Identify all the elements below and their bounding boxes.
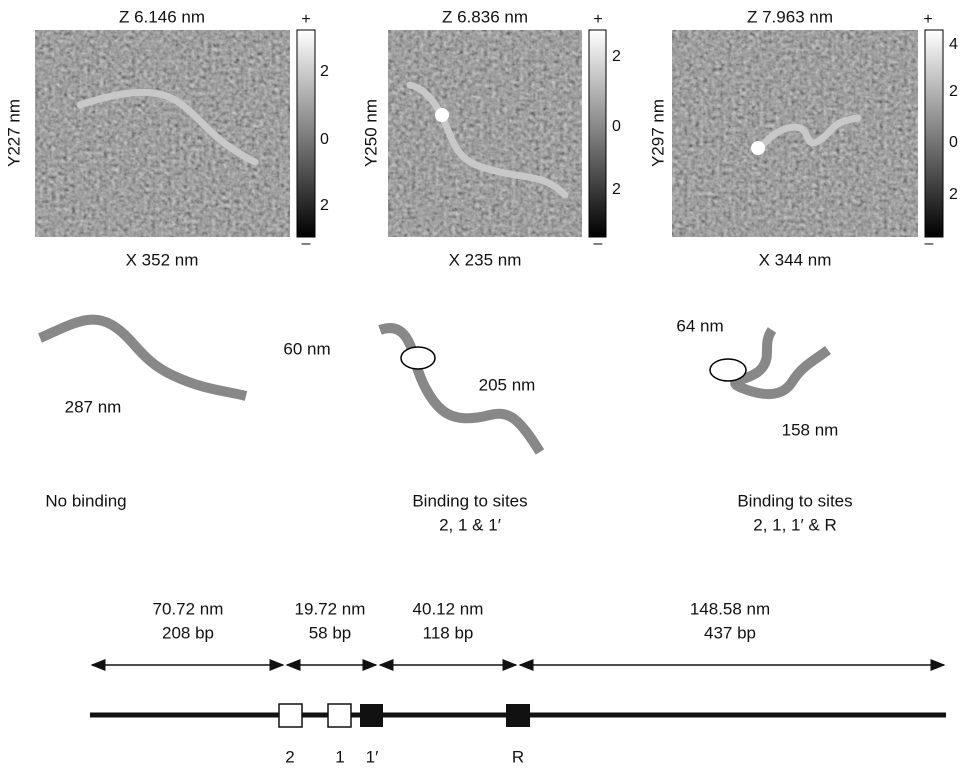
y-label: Y250 nm <box>361 99 380 167</box>
caption: Binding to sites <box>737 491 852 510</box>
site-label: R <box>512 747 524 766</box>
protein <box>435 108 449 122</box>
site-label: 1 <box>335 747 344 766</box>
length-label: 64 nm <box>676 316 723 335</box>
y-label: Y227 nm <box>4 99 23 167</box>
segment-bp: 58 bp <box>309 623 352 642</box>
segment-length: 19.72 nm <box>295 599 366 618</box>
colorbar-tick: 2 <box>320 63 329 80</box>
protein-marker <box>401 347 435 369</box>
segment-length: 70.72 nm <box>153 599 224 618</box>
colorbar <box>925 30 943 237</box>
afm-image <box>672 30 918 237</box>
protein <box>751 141 765 155</box>
colorbar-bottom: – <box>302 235 311 252</box>
colorbar <box>589 30 606 237</box>
caption: 2, 1, 1′ & R <box>753 515 837 534</box>
site-box <box>360 704 383 727</box>
afm-panel: Z 7.963 nm Y297 nm X 344 nm + 4 2 0 2 – <box>648 7 958 269</box>
site-label: 2 <box>285 747 294 766</box>
caption: No binding <box>45 491 126 510</box>
colorbar-top: + <box>301 11 310 28</box>
z-label: Z 6.146 nm <box>119 7 205 26</box>
colorbar-tick: 0 <box>949 134 958 151</box>
protein-marker <box>710 359 746 381</box>
length-label: 158 nm <box>782 420 839 439</box>
colorbar-tick: 0 <box>612 118 621 135</box>
colorbar-tick: 2 <box>612 48 621 65</box>
segment-length: 148.58 nm <box>690 599 770 618</box>
colorbar-bottom: – <box>594 235 603 252</box>
figure: Z 6.146 nm Y227 nm X 352 nm + 2 0 2 – Z … <box>0 0 961 768</box>
afm-panel: Z 6.836 nm Y250 nm X 235 nm + 2 0 2 – <box>361 7 621 269</box>
colorbar-tick: 2 <box>612 181 621 198</box>
afm-image <box>388 30 582 237</box>
trace <box>40 320 246 396</box>
y-label: Y297 nm <box>648 99 667 167</box>
colorbar-tick: 4 <box>949 36 958 53</box>
caption: 2, 1 & 1′ <box>439 515 501 534</box>
x-label: X 352 nm <box>126 250 199 269</box>
traces <box>40 320 828 452</box>
segment-length: 40.12 nm <box>413 599 484 618</box>
site-box <box>506 704 530 727</box>
colorbar-top: + <box>593 11 602 28</box>
colorbar-tick: 2 <box>320 197 329 214</box>
site-box <box>328 704 351 727</box>
colorbar-tick: 2 <box>949 83 958 100</box>
z-label: Z 7.963 nm <box>747 7 833 26</box>
colorbar-bottom: – <box>925 235 934 252</box>
x-label: X 235 nm <box>449 250 522 269</box>
segment-bp: 118 bp <box>423 623 474 642</box>
site-label: 1′ <box>366 747 379 766</box>
afm-image <box>35 30 290 237</box>
afm-panel: Z 6.146 nm Y227 nm X 352 nm + 2 0 2 – <box>4 7 329 269</box>
x-label: X 344 nm <box>759 250 832 269</box>
colorbar-top: + <box>923 11 932 28</box>
length-label: 287 nm <box>65 397 122 416</box>
colorbar-tick: 2 <box>949 186 958 203</box>
site-box <box>279 704 302 727</box>
segment-bp: 437 bp <box>704 623 756 642</box>
page: { "panels": [ {"z_label": "Z 6.146 nm", … <box>0 0 961 768</box>
trace <box>735 330 828 394</box>
length-label: 205 nm <box>479 375 536 394</box>
colorbar-tick: 0 <box>320 131 329 148</box>
segment-bp: 208 bp <box>162 623 214 642</box>
colorbar <box>297 30 315 237</box>
z-label: Z 6.836 nm <box>442 7 528 26</box>
caption: Binding to sites <box>412 491 527 510</box>
length-label: 60 nm <box>283 339 330 358</box>
